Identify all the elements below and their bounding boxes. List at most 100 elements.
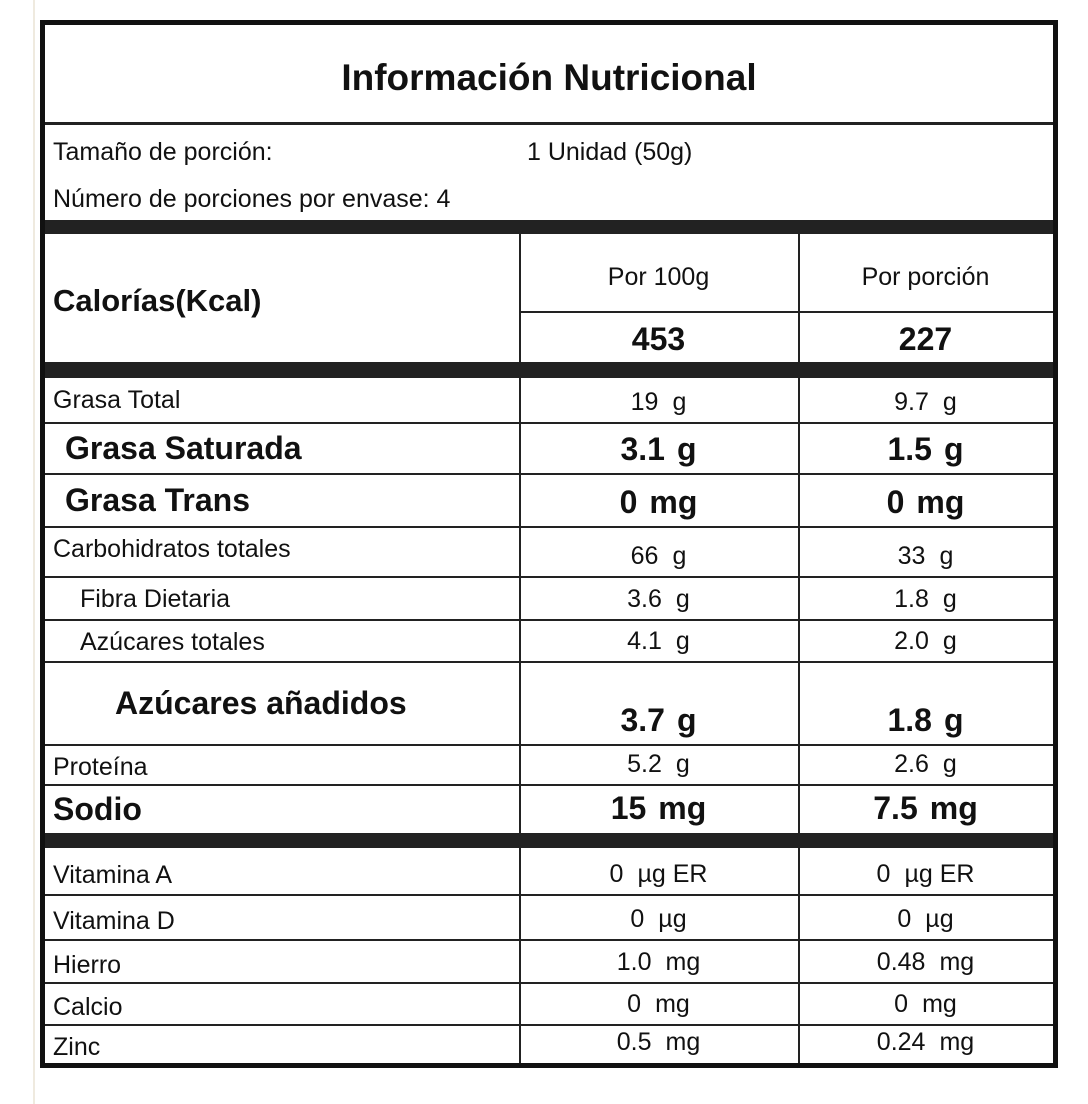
unit: g bbox=[943, 431, 964, 467]
per-100g-value: 19 g bbox=[519, 378, 798, 417]
per-100g-value: 4.1 g bbox=[519, 620, 798, 656]
per-serving-value: 2.6 g bbox=[798, 745, 1053, 779]
unit: mg bbox=[939, 1028, 975, 1056]
value: 0 bbox=[627, 990, 642, 1018]
value: 0 bbox=[897, 905, 912, 933]
thick-divider bbox=[45, 833, 1053, 848]
nutrient-name: Sodio bbox=[53, 790, 142, 827]
unit: g bbox=[942, 388, 957, 416]
unit: mg bbox=[929, 790, 978, 826]
per-100g-value: 0 mg bbox=[519, 474, 798, 521]
divider bbox=[519, 311, 1053, 313]
column-divider bbox=[519, 234, 521, 1063]
unit: g bbox=[672, 388, 687, 416]
value: 0 bbox=[619, 484, 638, 520]
table-title: Información Nutricional bbox=[341, 57, 757, 98]
row-divider bbox=[45, 1024, 1053, 1026]
unit: µg bbox=[658, 905, 687, 933]
value: 1.0 bbox=[616, 948, 652, 976]
value: 4.1 bbox=[627, 627, 662, 655]
value: 2.6 bbox=[894, 750, 929, 778]
per-100g-value: 5.2 g bbox=[519, 745, 798, 779]
nutrient-name: Grasa Saturada bbox=[65, 430, 302, 466]
per-100g-value: 3.6 g bbox=[519, 577, 798, 614]
value: 33 bbox=[897, 542, 926, 570]
unit: mg bbox=[939, 948, 975, 976]
unit: g bbox=[942, 750, 957, 778]
calories-label: Calorías(Kcal) bbox=[53, 283, 262, 318]
unit: g bbox=[939, 542, 954, 570]
per-100g-value: 66 g bbox=[519, 527, 798, 571]
per-serving-value: 9.7 g bbox=[798, 378, 1053, 417]
thick-divider bbox=[45, 220, 1053, 234]
row-divider bbox=[45, 744, 1053, 746]
page-edge bbox=[33, 0, 35, 1104]
value: 0.48 bbox=[876, 948, 926, 976]
value: 3.6 bbox=[627, 585, 662, 613]
per-100g-value: 0 µg bbox=[519, 895, 798, 934]
calories-per-100g: 453 bbox=[631, 321, 686, 357]
unit: g bbox=[675, 585, 690, 613]
unit: g bbox=[942, 585, 957, 613]
row-divider bbox=[45, 422, 1053, 424]
row-divider bbox=[45, 661, 1053, 663]
value: 19 bbox=[630, 388, 659, 416]
nutrient-name: Proteína bbox=[53, 753, 148, 781]
per-serving-value: 0 mg bbox=[798, 474, 1053, 521]
value: 3.7 bbox=[620, 702, 665, 738]
thick-divider bbox=[45, 362, 1053, 378]
per-serving-value: 0.24 mg bbox=[798, 1025, 1053, 1057]
value: 0.5 bbox=[616, 1028, 652, 1056]
value: 1.8 bbox=[894, 585, 929, 613]
micronutrient-name: Zinc bbox=[53, 1033, 101, 1061]
row-divider bbox=[45, 982, 1053, 984]
nutrient-name: Grasa Trans bbox=[65, 482, 250, 518]
per-100g-value: 0 µg ER bbox=[519, 848, 798, 889]
nutrition-facts-table: Información Nutricional Tamaño de porció… bbox=[40, 20, 1058, 1068]
per-100g-value: 0 mg bbox=[519, 983, 798, 1019]
per-serving-value: 1.8 g bbox=[798, 662, 1053, 739]
row-divider bbox=[45, 784, 1053, 786]
value: 0 bbox=[886, 484, 905, 520]
unit: mg bbox=[665, 948, 701, 976]
per-serving-value: 2.0 g bbox=[798, 620, 1053, 656]
unit: g bbox=[676, 431, 697, 467]
per-serving-value: 1.8 g bbox=[798, 577, 1053, 614]
row-divider bbox=[45, 939, 1053, 941]
unit: mg bbox=[665, 1028, 701, 1056]
per-serving-value: 7.5 mg bbox=[798, 785, 1053, 827]
micronutrient-name: Vitamina D bbox=[53, 906, 175, 935]
unit: g bbox=[942, 627, 957, 655]
row-divider bbox=[45, 473, 1053, 475]
serving-size-value: 1 Unidad (50g) bbox=[527, 138, 693, 166]
value: 15 bbox=[610, 790, 647, 826]
per-serving-value: 0 µg ER bbox=[798, 848, 1053, 889]
unit: mg bbox=[655, 990, 690, 1018]
unit: µg bbox=[925, 905, 954, 933]
nutrient-name: Azúcares añadidos bbox=[115, 685, 407, 721]
per-100g-value: 1.0 mg bbox=[519, 940, 798, 977]
value: 0.24 bbox=[876, 1028, 926, 1056]
value: 66 bbox=[630, 542, 659, 570]
unit: g bbox=[943, 702, 964, 738]
value: 1.5 bbox=[887, 431, 932, 467]
nutrient-name: Azúcares totales bbox=[80, 628, 265, 656]
unit: g bbox=[675, 750, 690, 778]
unit: mg bbox=[649, 484, 698, 520]
servings-per-container: Número de porciones por envase: 4 bbox=[53, 185, 451, 213]
divider bbox=[45, 122, 1053, 125]
per-serving-value: 0 mg bbox=[798, 983, 1053, 1019]
nutrient-name: Carbohidratos totales bbox=[53, 535, 291, 563]
per-100g-value: 15 mg bbox=[519, 785, 798, 827]
value: 0 bbox=[876, 860, 891, 888]
value: 0 bbox=[894, 990, 909, 1018]
unit: g bbox=[672, 542, 687, 570]
row-divider bbox=[45, 894, 1053, 896]
unit: mg bbox=[658, 790, 707, 826]
nutrient-name: Fibra Dietaria bbox=[80, 585, 231, 613]
unit: mg bbox=[922, 990, 957, 1018]
micronutrient-name: Hierro bbox=[53, 950, 122, 979]
per-100g-value: 3.7 g bbox=[519, 662, 798, 739]
value: 1.8 bbox=[887, 702, 932, 738]
per-serving-value: 0.48 mg bbox=[798, 940, 1053, 977]
